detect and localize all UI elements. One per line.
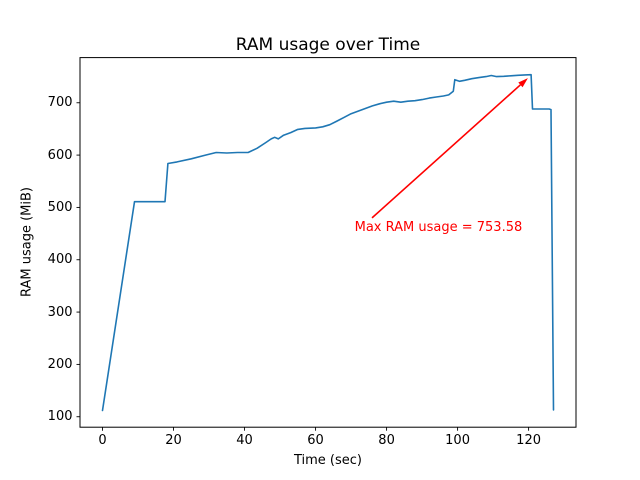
- x-tick-label: 40: [236, 433, 253, 449]
- y-tick-label: 600: [47, 147, 73, 163]
- y-tick-label: 400: [47, 252, 73, 268]
- x-tick-label: 120: [516, 433, 541, 449]
- axes-spines: [79, 57, 577, 428]
- data-line: [101, 73, 555, 412]
- annotation-arrow-line: [371, 84, 521, 219]
- x-tick-label: 60: [307, 433, 324, 449]
- x-tick-label: 100: [445, 433, 470, 449]
- y-tick-label: 700: [47, 95, 73, 111]
- y-tick-label: 100: [47, 409, 73, 425]
- y-axis-label: RAM usage (MiB): [19, 187, 35, 297]
- x-tick-label: 80: [378, 433, 395, 449]
- annotation-arrowhead-icon: [518, 78, 528, 88]
- y-tick-label: 500: [47, 199, 73, 215]
- annotation-text: Max RAM usage = 753.58: [354, 220, 523, 236]
- chart-title: RAM usage over Time: [235, 35, 421, 55]
- x-tick-label: 0: [98, 433, 107, 449]
- y-tick-label: 300: [47, 304, 73, 320]
- x-tick-label: 20: [165, 433, 182, 449]
- x-axis-label: Time (sec): [293, 453, 362, 468]
- y-tick-label: 200: [47, 356, 73, 372]
